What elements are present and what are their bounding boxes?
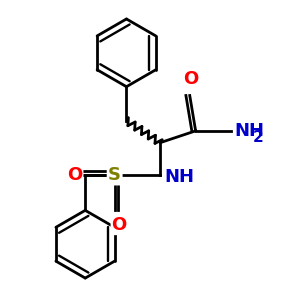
Text: S: S	[108, 166, 121, 184]
Text: O: O	[112, 216, 127, 234]
Text: O: O	[67, 166, 83, 184]
Text: NH: NH	[234, 122, 264, 140]
Text: 2: 2	[253, 130, 263, 145]
Text: O: O	[184, 70, 199, 88]
Text: NH: NH	[165, 167, 195, 185]
